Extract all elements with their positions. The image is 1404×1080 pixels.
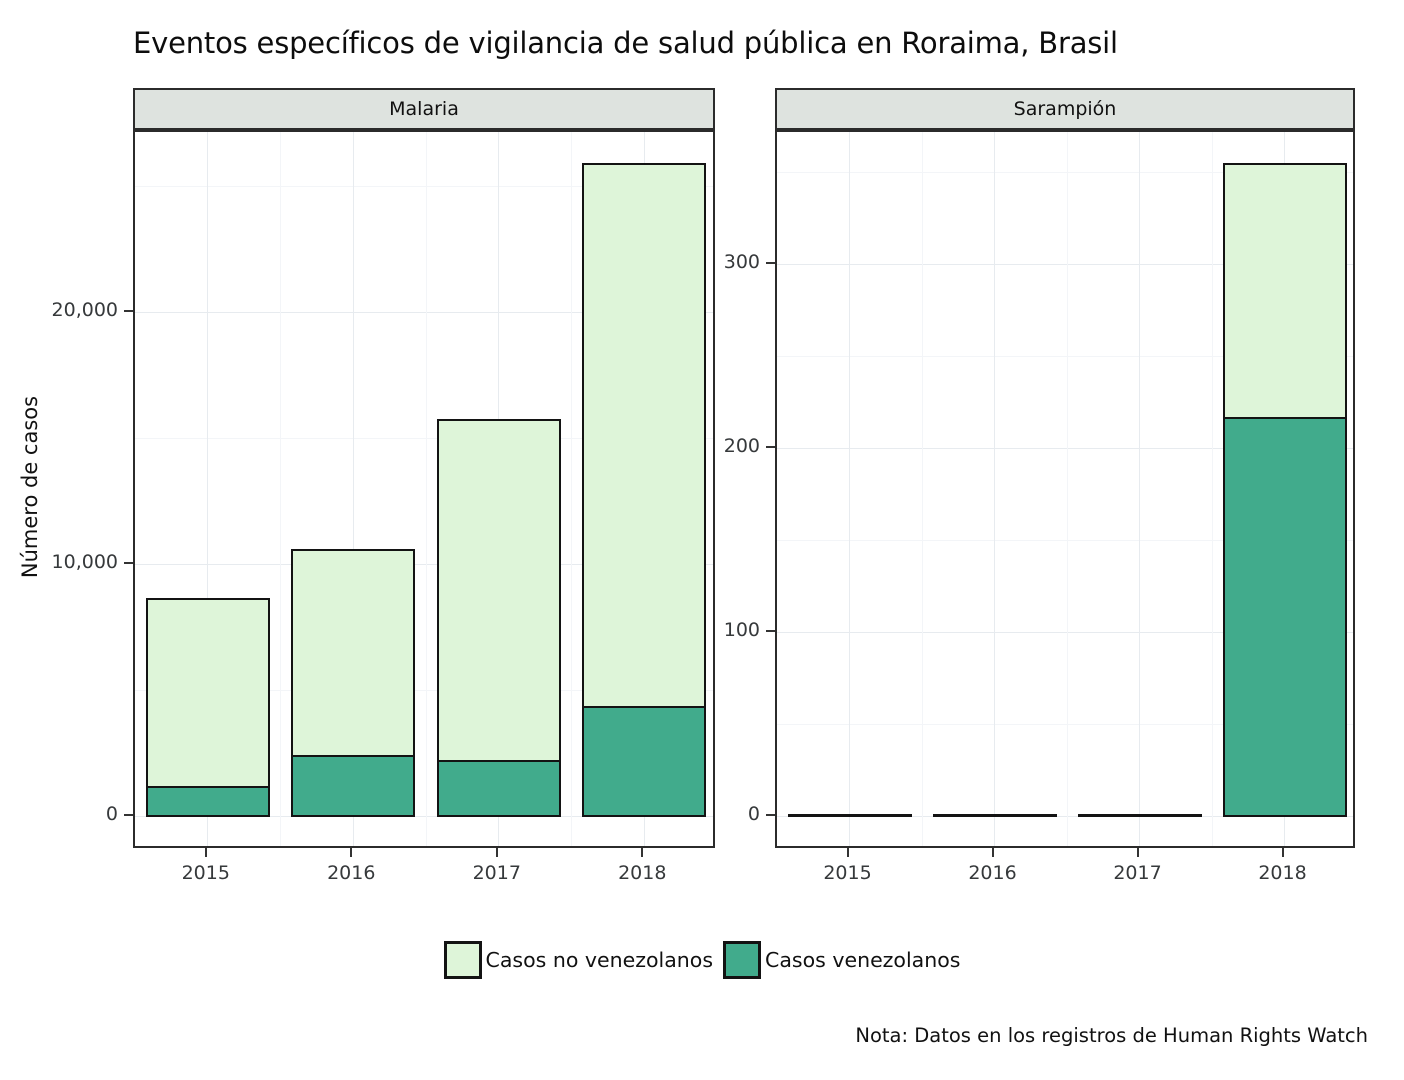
bar-total-2015: [146, 598, 270, 817]
gridline-major: [135, 816, 713, 818]
gridline-vertical-major: [994, 132, 995, 846]
gridline-major: [777, 632, 1353, 634]
legend-label: Casos venezolanos: [765, 948, 961, 972]
gridline-minor: [777, 356, 1353, 358]
x-tick-mark: [495, 848, 498, 857]
legend-swatch-no-venezolanos: [443, 941, 482, 979]
bar-venezolano-2017: [437, 760, 561, 817]
bar-venezolano-2015: [146, 786, 270, 817]
legend-swatch-venezolanos: [723, 941, 762, 979]
legend: Casos no venezolanos Casos venezolanos: [0, 941, 1404, 979]
gridline-vertical-major: [352, 132, 354, 846]
x-tick-label: 2017: [1113, 862, 1162, 884]
x-tick-label: 2015: [181, 862, 230, 884]
gridline-minor: [777, 540, 1353, 542]
y-tick-mark: [124, 309, 133, 312]
facet-strip-malaria: Malaria: [133, 88, 715, 130]
gridline-major: [135, 312, 713, 314]
gridline-vertical-major: [1139, 132, 1140, 846]
x-tick-label: 2016: [968, 862, 1017, 884]
y-tick-label: 300: [723, 250, 760, 273]
bar-total-2016: [933, 814, 1057, 817]
gridline-vertical-minor: [280, 132, 281, 846]
y-tick-label: 20,000: [51, 298, 118, 321]
x-tick-label: 2015: [823, 862, 872, 884]
gridline-vertical-minor: [921, 132, 923, 846]
gridline-major: [135, 564, 713, 566]
gridline-minor: [135, 690, 713, 692]
facet-panel-sarampión: [775, 130, 1355, 848]
x-tick-label: 2016: [327, 862, 376, 884]
gridline-vertical-major: [849, 132, 850, 846]
y-axis-title: Número de casos: [18, 395, 42, 579]
legend-item-venezolanos: Casos venezolanos: [723, 941, 960, 979]
gridline-vertical-major: [207, 132, 209, 846]
x-tick-mark: [1281, 848, 1284, 857]
y-tick-mark: [766, 445, 775, 448]
gridline-vertical-minor: [1066, 132, 1068, 846]
gridline-major: [777, 448, 1353, 450]
bar-venezolano-2016: [291, 755, 415, 817]
x-tick-label: 2017: [472, 862, 521, 884]
y-tick-label: 200: [723, 434, 760, 457]
x-tick-label: 2018: [1258, 862, 1307, 884]
x-tick-mark: [204, 848, 207, 857]
y-tick-label: 0: [105, 802, 118, 825]
y-tick-mark: [766, 261, 775, 264]
x-tick-mark: [991, 848, 994, 857]
note-text: Nota: Datos en los registros de Human Ri…: [855, 1024, 1368, 1047]
y-tick-mark: [124, 813, 133, 816]
chart-title: Eventos específicos de vigilancia de sal…: [133, 26, 1118, 60]
bar-venezolano-2018: [582, 706, 706, 817]
gridline-vertical-minor: [571, 132, 572, 846]
gridline-vertical-minor: [1211, 132, 1213, 846]
legend-label: Casos no venezolanos: [485, 948, 714, 972]
gridline-minor: [135, 186, 713, 188]
facet-panel-malaria: [133, 130, 715, 848]
gridline-major: [777, 816, 1353, 818]
gridline-major: [777, 264, 1353, 266]
facet-strip-sarampión: Sarampión: [775, 88, 1355, 130]
x-tick-mark: [1136, 848, 1139, 857]
x-tick-label: 2018: [618, 862, 667, 884]
gridline-vertical-minor: [425, 132, 427, 846]
bar-venezolano-2018: [1223, 417, 1347, 817]
y-tick-mark: [766, 629, 775, 632]
bar-total-2017: [1078, 814, 1202, 817]
legend-item-no-venezolanos: Casos no venezolanos: [443, 941, 714, 979]
y-tick-mark: [766, 813, 775, 816]
y-tick-mark: [124, 561, 133, 564]
x-tick-mark: [846, 848, 849, 857]
y-tick-label: 100: [723, 618, 760, 641]
gridline-minor: [777, 724, 1353, 726]
y-tick-label: 0: [747, 802, 760, 825]
y-tick-label: 10,000: [51, 550, 118, 573]
bar-total-2017: [437, 419, 561, 817]
x-tick-mark: [641, 848, 644, 857]
gridline-minor: [135, 438, 713, 440]
x-tick-mark: [350, 848, 353, 857]
gridline-minor: [777, 172, 1353, 173]
bar-total-2015: [788, 814, 912, 817]
